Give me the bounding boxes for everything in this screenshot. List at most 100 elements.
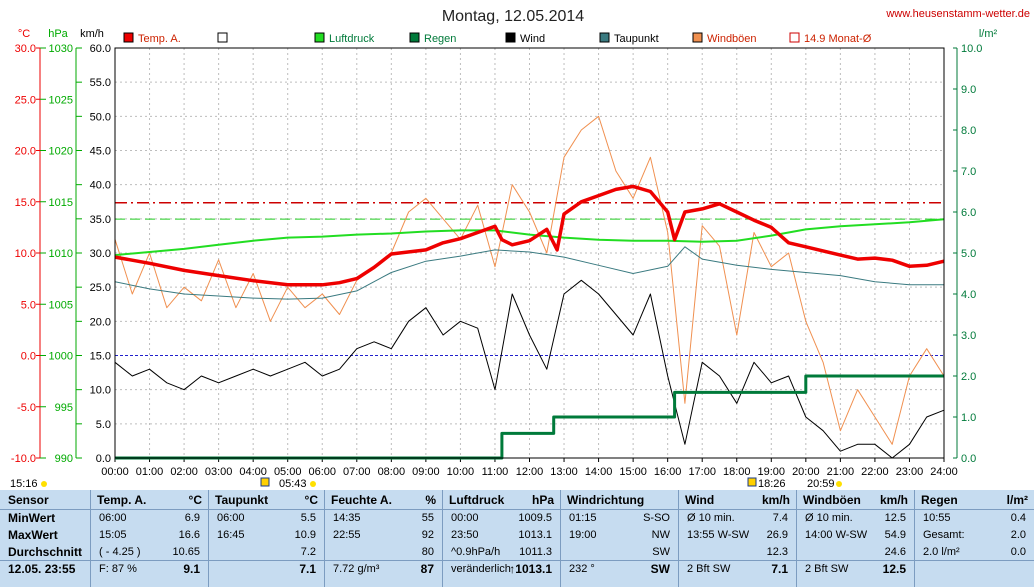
table-row: 2 Bft SW 7.1 xyxy=(679,561,796,578)
cell-value: 6.9 xyxy=(184,512,200,524)
cell-value: 7.2 xyxy=(300,546,316,558)
rain-tick-label: 6.0 xyxy=(961,207,976,219)
legend: Temp. A. Luftdruck Regen Wind Taupunkt Windbö… xyxy=(123,32,872,45)
cell-detail: 7.72 g/m³ xyxy=(333,563,380,575)
sunrise-time: 05:43 xyxy=(279,478,307,490)
reference-lines xyxy=(115,202,944,356)
table-row: 232 ° SW xyxy=(561,561,678,578)
cell-value: 1009.5 xyxy=(518,512,552,524)
table-row: 10:55 0.4 xyxy=(915,510,1034,527)
column-unit: km/h xyxy=(761,493,790,507)
rain-tick-label: 0.0 xyxy=(961,453,976,465)
x-tick-label: 03:00 xyxy=(205,466,233,478)
temp-tick-label: 0.0 xyxy=(21,351,36,363)
rain-tick-label: 4.0 xyxy=(961,289,976,301)
press-unit-label: hPa xyxy=(48,28,68,40)
table-row: 14:00 W-SW 54.9 xyxy=(797,527,914,544)
series-regen xyxy=(115,374,944,460)
table-column: Luftdruck hPa 00:00 1009.5 23:50 1013.1 ^0.9hP… xyxy=(442,490,560,587)
wind-tick-label: 10.0 xyxy=(90,385,111,397)
row-label: Sensor xyxy=(8,493,49,507)
table-column: Taupunkt °C 06:00 5.5 16:45 10.9 7.2 7.1 xyxy=(208,490,324,587)
cell-detail: 06:00 xyxy=(99,512,127,524)
cell-value: SW xyxy=(652,546,670,558)
sunset-time: 20:59 xyxy=(807,478,835,490)
cell-detail: F: 87 % xyxy=(99,563,137,575)
moon-icon xyxy=(747,477,757,487)
x-tick-label: 13:00 xyxy=(550,466,578,478)
table-row: Sensor xyxy=(0,492,90,509)
table-column: Regen l/m² 10:55 0.4 Gesamt: 2.0 2.0 l/m² 0.0 xyxy=(914,490,1034,587)
column-header: Feuchte A.% xyxy=(325,492,442,509)
table-row xyxy=(915,561,1034,578)
temp-tick-label: 20.0 xyxy=(15,146,36,158)
table-row: 22:55 92 xyxy=(325,527,442,544)
x-tick-label: 01:00 xyxy=(136,466,164,478)
rain-tick-label: 2.0 xyxy=(961,371,976,383)
table-row: 7.72 g/m³ 87 xyxy=(325,561,442,578)
cell-value: 12.5 xyxy=(882,562,906,576)
legend-swatch-2 xyxy=(314,32,325,43)
table-row: MinWert xyxy=(0,510,90,527)
cell-value: 10.9 xyxy=(294,529,316,541)
temp-tick-label: -5.0 xyxy=(17,402,36,414)
press-tick-label: 1025 xyxy=(49,94,73,106)
cell-detail: Gesamt: xyxy=(923,529,965,541)
x-tick-label: 05:00 xyxy=(274,466,302,478)
column-unit: l/m² xyxy=(1006,493,1028,507)
x-tick-label: 15:00 xyxy=(619,466,647,478)
temp-tick-label: 30.0 xyxy=(15,43,36,55)
column-header: Windrichtung xyxy=(561,492,678,509)
x-tick-label: 12:00 xyxy=(516,466,544,478)
x-tick-label: 18:00 xyxy=(723,466,751,478)
temp-tick-label: 25.0 xyxy=(15,94,36,106)
cell-value: 80 xyxy=(421,546,434,558)
website-link[interactable]: www.heusenstamm-wetter.de xyxy=(885,8,1030,20)
table-row: veränderlich ↑1013.1 xyxy=(443,561,560,578)
cell-value: 55 xyxy=(421,512,434,524)
cell-value: 2.0 xyxy=(1010,529,1026,541)
wind-tick-label: 30.0 xyxy=(90,248,111,260)
table-row: 06:00 6.9 xyxy=(91,510,208,527)
table-row: ( - 4.25 ) 10.65 xyxy=(91,544,208,561)
moon-time: 18:26 xyxy=(758,478,786,490)
plot-frame xyxy=(114,47,945,459)
press-tick-label: 1020 xyxy=(49,146,73,158)
wind-unit-label: km/h xyxy=(80,28,104,40)
table-row: ^0.9hPa/h 1011.3 xyxy=(443,544,560,561)
table-row: 13:55 W-SW 26.9 xyxy=(679,527,796,544)
cell-detail: 10:55 xyxy=(923,512,951,524)
cell-value: 7.4 xyxy=(772,512,788,524)
table-row: 7.1 xyxy=(209,561,324,578)
series-windb-en xyxy=(114,115,945,445)
rain-tick-label: 7.0 xyxy=(961,166,976,178)
legend-swatch-0 xyxy=(123,32,134,43)
table-row: Ø 10 min. 7.4 xyxy=(679,510,796,527)
cell-value: 7.1 xyxy=(299,562,316,576)
legend-label-0: Temp. A. xyxy=(138,33,181,45)
table-column: Wind km/h Ø 10 min. 7.4 13:55 W-SW 26.9 12.3 2 … xyxy=(678,490,796,587)
row-label: MinWert xyxy=(8,511,56,525)
row-label: MaxWert xyxy=(8,528,58,542)
column-header: Wind km/h xyxy=(679,492,796,509)
cell-value: 12.5 xyxy=(884,512,906,524)
legend-label-4: Wind xyxy=(520,33,545,45)
cell-detail: 13:55 W-SW xyxy=(687,529,750,541)
table-row: 00:00 1009.5 xyxy=(443,510,560,527)
temp-tick-label: 10.0 xyxy=(15,248,36,260)
x-tick-label: 11:00 xyxy=(482,466,509,478)
cell-value: 87 xyxy=(420,562,434,576)
cell-detail: 06:00 xyxy=(217,512,245,524)
row-label: Durchschnitt xyxy=(8,545,83,559)
sun-icon-right xyxy=(836,481,842,487)
legend-label-3: Regen xyxy=(424,33,456,45)
table-column: Feuchte A.% 14:35 55 22:55 92 80 7.72 g/m³ 87 xyxy=(324,490,442,587)
temp-unit-label: °C xyxy=(18,28,30,40)
legend-label-7: 14.9 Monat-Ø xyxy=(804,33,872,45)
column-header: Taupunkt °C xyxy=(209,492,324,509)
table-row: 12.3 xyxy=(679,544,796,561)
column-name: Luftdruck xyxy=(449,493,505,507)
x-tick-label: 07:00 xyxy=(343,466,371,478)
weather-chart: Montag, 12.05.2014 www.heusenstamm-wette… xyxy=(10,8,1030,490)
column-header: Regen l/m² xyxy=(915,492,1034,509)
